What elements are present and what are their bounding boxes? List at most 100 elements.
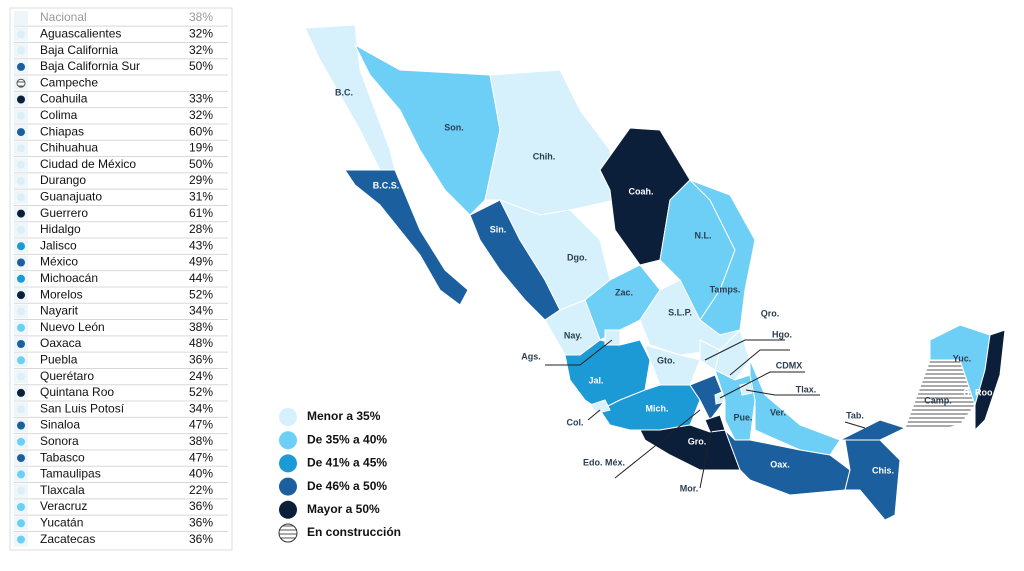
indicator-dot	[17, 503, 25, 511]
row-name: Coahuila	[40, 92, 88, 106]
row-value: 29%	[189, 173, 213, 187]
state	[739, 329, 841, 456]
state	[714, 391, 725, 405]
row-value: 50%	[189, 59, 213, 73]
row-name: Tlaxcala	[40, 483, 85, 497]
indicator-dot	[17, 62, 25, 71]
row-name: Hidalgo	[40, 222, 81, 236]
row-name: Michoacán	[40, 271, 98, 285]
indicator-dot	[17, 356, 25, 365]
legend-label: De 46% a 50%	[307, 479, 387, 493]
state	[484, 69, 616, 216]
row-name: Oaxaca	[40, 336, 82, 350]
indicator-dot	[17, 470, 25, 479]
table-frame	[9, 7, 233, 551]
state	[639, 424, 741, 471]
indicator-dot	[16, 78, 26, 88]
row-name: Morelos	[40, 287, 83, 301]
map-label: Tamps.	[710, 284, 741, 294]
indicator-dot	[17, 160, 25, 169]
row-name: Chiapas	[40, 124, 84, 138]
indicator-dot	[17, 519, 25, 528]
row-value: 32%	[189, 26, 213, 40]
indicator-dot	[17, 372, 25, 381]
indicator-dot	[17, 46, 25, 55]
map-label: Dgo.	[567, 252, 587, 262]
map-label: Chih.	[533, 151, 556, 161]
map-label: N.L.	[695, 230, 712, 240]
row-value: 33%	[189, 92, 213, 106]
row-value: 31%	[189, 189, 213, 203]
indicator-dot	[17, 30, 25, 39]
row-name: Sonora	[40, 434, 79, 448]
indicator-dot	[17, 437, 25, 446]
legend-label: Menor a 35%	[307, 409, 381, 423]
map-label: Gro.	[688, 436, 707, 446]
row-value: 47%	[189, 418, 213, 432]
map-label: Tab.	[846, 410, 864, 420]
map-label: Chis.	[872, 465, 894, 475]
state	[564, 339, 651, 411]
map-label: Ver.	[770, 407, 786, 417]
map-label: Yuc.	[953, 353, 972, 363]
row-value: 22%	[189, 483, 213, 497]
row-name: Yucatán	[40, 515, 83, 529]
indicator-dot	[17, 291, 25, 300]
state	[604, 329, 621, 346]
row-value: 52%	[189, 385, 213, 399]
indicator-dot	[17, 242, 25, 251]
row-name: Nayarit	[40, 304, 79, 318]
row-value: 43%	[189, 238, 213, 252]
indicator-dot	[17, 274, 25, 283]
state	[704, 414, 726, 433]
indicator-dot	[17, 535, 25, 544]
row-name: Aguascalientes	[40, 26, 121, 40]
row-value: 24%	[189, 369, 213, 383]
map-label: Oax.	[770, 459, 790, 469]
row-name: Baja California Sur	[40, 59, 140, 73]
state	[304, 24, 396, 171]
indicator-dot	[17, 421, 25, 430]
indicator-dot	[17, 388, 25, 397]
row-value: 28%	[189, 222, 213, 236]
row-name: Chihuahua	[40, 141, 98, 155]
legend-label: Mayor a 50%	[307, 502, 380, 516]
row-value: 50%	[189, 157, 213, 171]
row-value: 47%	[189, 450, 213, 464]
row-value: 36%	[189, 532, 213, 546]
state	[844, 439, 901, 521]
row-value: 32%	[189, 108, 213, 122]
map-label: Sin.	[490, 224, 507, 234]
map-label: Nay.	[564, 330, 582, 340]
row-value: 36%	[189, 352, 213, 366]
row-name: Quintana Roo	[40, 385, 114, 399]
map-label: Qro.	[761, 308, 780, 318]
state	[639, 279, 742, 356]
map-label: CDMX	[776, 360, 803, 370]
map-label: Mor.	[680, 483, 699, 493]
map-label: Hgo.	[772, 329, 792, 339]
row-name: Guerrero	[40, 206, 88, 220]
leader-lines	[545, 339, 866, 489]
row-name: Tabasco	[40, 450, 85, 464]
row-name: Durango	[40, 173, 86, 187]
map-label: Gto.	[657, 355, 675, 365]
legend-label: De 35% a 40%	[307, 432, 387, 446]
legend-swatch	[278, 523, 298, 543]
state	[344, 169, 469, 306]
map-label: Col.	[567, 417, 584, 427]
row-name: México	[40, 255, 78, 269]
row-name: San Luis Potosí	[40, 401, 125, 415]
legend-swatch	[279, 431, 297, 450]
indicator-dot	[17, 340, 25, 348]
row-name: Zacatecas	[40, 532, 95, 546]
row-name: Nacional	[40, 10, 87, 24]
row-name: Veracruz	[40, 499, 87, 513]
indicator-dot	[17, 111, 25, 120]
map-label: Q. Roo.	[963, 387, 995, 397]
row-value: 38%	[189, 320, 213, 334]
row-name: Querétaro	[40, 369, 94, 383]
row-name: Guanajuato	[40, 189, 102, 203]
row-value: 49%	[189, 255, 213, 269]
indicator-dot	[17, 225, 25, 234]
